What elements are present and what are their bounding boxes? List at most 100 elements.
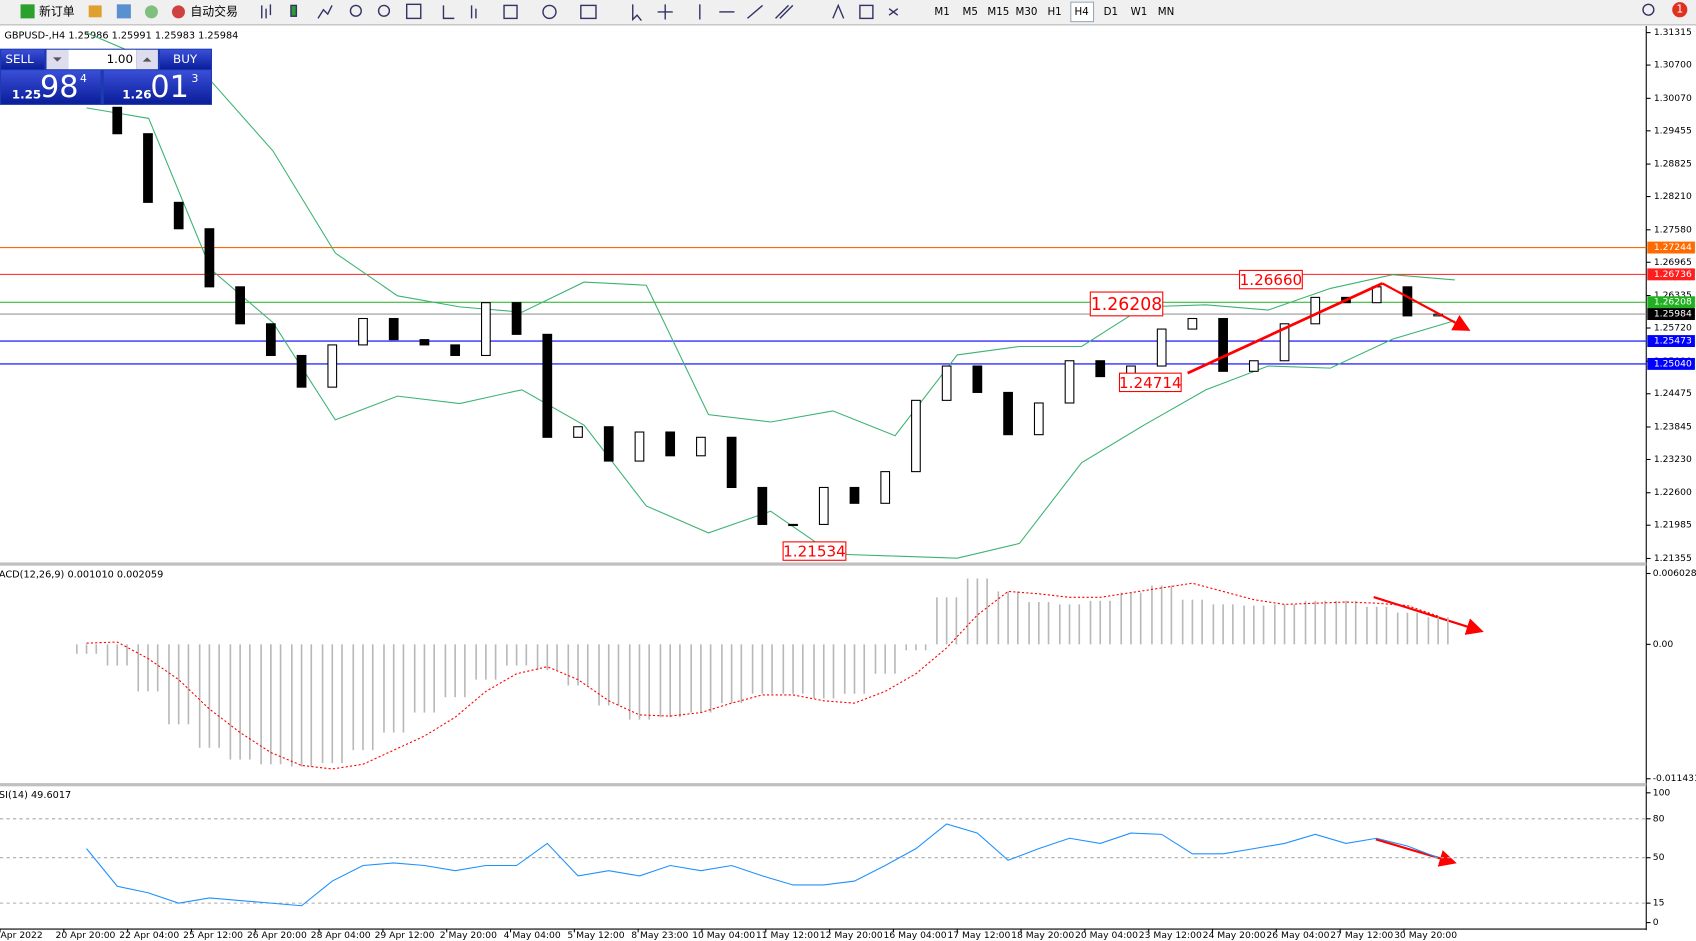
candle xyxy=(450,344,461,357)
macd-bar xyxy=(874,644,877,674)
search-icon[interactable] xyxy=(1642,3,1655,16)
buy-label[interactable]: BUY xyxy=(173,52,198,66)
macd-bar xyxy=(955,597,958,645)
bollinger-upper xyxy=(86,32,1455,437)
lot-up-arrow xyxy=(142,57,152,62)
macd-bar xyxy=(986,578,988,645)
icon[interactable] xyxy=(88,5,102,18)
crosshair-icon[interactable] xyxy=(657,4,673,20)
macd-bar xyxy=(1181,599,1184,645)
channel-icon[interactable] xyxy=(775,4,794,19)
macd-bar xyxy=(402,644,405,733)
sell-button[interactable] xyxy=(1,49,45,70)
shift-icon[interactable] xyxy=(442,5,455,20)
sell-label[interactable]: SELL xyxy=(5,52,34,66)
x-tick-label: 17 May 12:00 xyxy=(947,930,1010,941)
lot-value: 1.00 xyxy=(107,52,133,66)
macd-bar xyxy=(362,644,364,751)
y-tick-label: 80 xyxy=(1653,813,1665,824)
candle xyxy=(757,486,768,525)
y-tick-label: 1.24475 xyxy=(1654,388,1692,399)
level-label: 1.26208 xyxy=(1654,297,1692,308)
candle xyxy=(204,228,215,288)
y-tick-label: 1.28825 xyxy=(1654,159,1692,170)
macd-bar xyxy=(679,644,681,718)
arrow-icon[interactable] xyxy=(888,8,899,16)
timeframe-button[interactable]: M1 xyxy=(934,6,949,18)
macd-bar xyxy=(915,644,917,651)
macd-bar xyxy=(690,644,692,713)
tile-icon[interactable] xyxy=(405,3,422,20)
x-tick-label: 8 May 23:00 xyxy=(631,930,688,941)
macd-bar xyxy=(1160,585,1163,645)
zoom-in-icon[interactable] xyxy=(349,4,362,17)
timeframe-button[interactable]: MN xyxy=(1158,6,1175,18)
x-tick-label: 12 May 20:00 xyxy=(820,930,883,941)
timeframe-button[interactable]: D1 xyxy=(1104,6,1118,18)
candle-icon[interactable] xyxy=(290,4,298,17)
level-label-bg xyxy=(1647,357,1695,370)
ask-box[interactable] xyxy=(103,70,211,104)
macd-bar xyxy=(1366,606,1368,645)
macd-bar xyxy=(1068,604,1071,645)
macd-bar xyxy=(475,644,477,680)
macd-bar xyxy=(1304,600,1307,645)
candle xyxy=(265,323,276,357)
y-tick-label: 1.25720 xyxy=(1654,323,1692,334)
timeframe-button[interactable]: M30 xyxy=(1016,6,1038,18)
macd-bar xyxy=(536,644,539,671)
macd-bar xyxy=(966,578,969,645)
auto-trading-button[interactable]: 自动交易 xyxy=(190,4,238,18)
macd-bar xyxy=(761,644,764,694)
y-tick-label: 1.26965 xyxy=(1654,257,1692,268)
macd-bar xyxy=(1078,604,1081,645)
bid-box[interactable] xyxy=(1,70,101,104)
candle xyxy=(818,486,829,525)
candle xyxy=(665,431,676,457)
trendline-icon[interactable] xyxy=(746,4,764,19)
macd-bar xyxy=(444,644,447,698)
buy-button[interactable] xyxy=(160,49,211,70)
timeframe-button[interactable]: M15 xyxy=(987,6,1009,18)
macd-bar xyxy=(1139,592,1142,645)
indicators-icon[interactable] xyxy=(503,4,518,20)
lot-input[interactable] xyxy=(68,49,137,70)
new-order-icon[interactable] xyxy=(20,4,35,19)
x-tick-label: 20 May 04:00 xyxy=(1075,930,1138,941)
downtrend-arrow xyxy=(1381,282,1471,331)
y-tick-label: 1.31315 xyxy=(1654,27,1692,38)
ask-prefix: 1.26 xyxy=(122,88,151,102)
new-order-button[interactable]: 新订单 xyxy=(39,4,75,18)
timeframe-button[interactable]: H1 xyxy=(1047,6,1061,18)
template-icon[interactable] xyxy=(580,4,597,20)
notification-badge[interactable] xyxy=(1672,2,1688,18)
y-tick-label: 0.00 xyxy=(1653,639,1674,650)
macd-bar xyxy=(843,644,846,694)
text-icon[interactable] xyxy=(832,3,845,19)
macd-bar xyxy=(300,644,303,767)
auto-trading-icon[interactable] xyxy=(171,5,185,19)
cursor-icon[interactable] xyxy=(632,4,642,22)
autoscroll-icon[interactable] xyxy=(470,5,477,19)
macd-bar xyxy=(1232,604,1234,645)
price-annotation-box xyxy=(1089,291,1164,317)
line-chart-icon[interactable] xyxy=(317,5,333,19)
level-label-bg xyxy=(1647,296,1695,309)
macd-bar xyxy=(801,644,804,694)
price-annotation-box xyxy=(782,541,847,561)
bar-chart-icon[interactable] xyxy=(261,4,272,19)
icon[interactable] xyxy=(116,4,131,19)
icon[interactable] xyxy=(144,5,158,19)
macd-bar xyxy=(556,644,558,671)
candle xyxy=(143,133,153,203)
label-icon[interactable] xyxy=(859,4,874,20)
period-icon[interactable] xyxy=(542,4,557,20)
y-tick-label: 1.28210 xyxy=(1654,191,1692,202)
timeframe-button[interactable]: W1 xyxy=(1131,6,1148,18)
timeframe-button[interactable]: M5 xyxy=(963,6,978,18)
macd-bar xyxy=(863,644,866,694)
candle xyxy=(634,431,645,462)
bid-sup: 4 xyxy=(80,72,87,85)
zoom-out-icon[interactable] xyxy=(377,4,391,17)
timeframe-button[interactable]: H4 xyxy=(1074,6,1088,18)
